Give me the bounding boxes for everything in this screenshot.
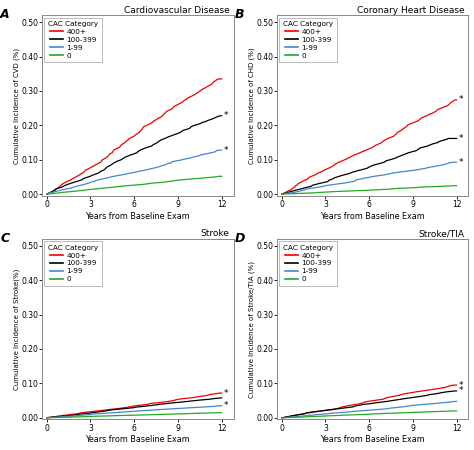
Y-axis label: Cumulative Incidence of CHD (%): Cumulative Incidence of CHD (%) bbox=[248, 47, 255, 164]
Text: *: * bbox=[459, 158, 464, 166]
Text: *: * bbox=[224, 388, 228, 397]
Legend: 400+, 100-399, 1-99, 0: 400+, 100-399, 1-99, 0 bbox=[45, 18, 102, 62]
X-axis label: Years from Baseline Exam: Years from Baseline Exam bbox=[85, 436, 190, 445]
Text: Stroke/TIA: Stroke/TIA bbox=[419, 229, 465, 238]
X-axis label: Years from Baseline Exam: Years from Baseline Exam bbox=[320, 436, 425, 445]
Text: *: * bbox=[459, 381, 464, 390]
Text: *: * bbox=[459, 387, 464, 396]
Text: Cardiovascular Disease: Cardiovascular Disease bbox=[124, 5, 230, 14]
Y-axis label: Cumulative Incidence of Stroke/TIA (%): Cumulative Incidence of Stroke/TIA (%) bbox=[248, 261, 255, 398]
Text: *: * bbox=[224, 111, 228, 120]
Text: D: D bbox=[235, 232, 246, 245]
Text: *: * bbox=[459, 95, 464, 104]
Y-axis label: Cumulative Incidence of Stroke(%): Cumulative Incidence of Stroke(%) bbox=[13, 269, 20, 390]
Text: A: A bbox=[0, 8, 10, 21]
Text: *: * bbox=[224, 401, 228, 410]
Text: B: B bbox=[235, 8, 245, 21]
X-axis label: Years from Baseline Exam: Years from Baseline Exam bbox=[85, 212, 190, 221]
Text: C: C bbox=[0, 232, 9, 245]
Legend: 400+, 100-399, 1-99, 0: 400+, 100-399, 1-99, 0 bbox=[279, 241, 337, 286]
Text: Coronary Heart Disease: Coronary Heart Disease bbox=[357, 5, 465, 14]
Y-axis label: Cumulative Incidence of CVD (%): Cumulative Incidence of CVD (%) bbox=[13, 48, 20, 164]
Text: *: * bbox=[224, 146, 228, 155]
Text: Stroke: Stroke bbox=[201, 229, 230, 238]
Text: *: * bbox=[459, 134, 464, 143]
X-axis label: Years from Baseline Exam: Years from Baseline Exam bbox=[320, 212, 425, 221]
Legend: 400+, 100-399, 1-99, 0: 400+, 100-399, 1-99, 0 bbox=[279, 18, 337, 62]
Legend: 400+, 100-399, 1-99, 0: 400+, 100-399, 1-99, 0 bbox=[45, 241, 102, 286]
